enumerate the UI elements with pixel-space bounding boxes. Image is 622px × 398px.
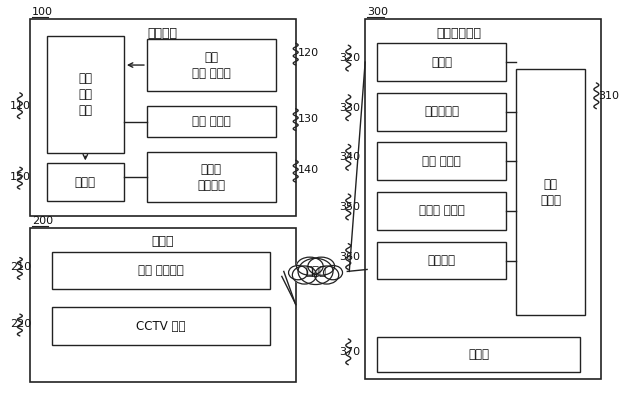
Text: 중앙
제어부: 중앙 제어부: [540, 178, 561, 207]
Text: 350: 350: [340, 202, 360, 212]
Ellipse shape: [315, 266, 339, 284]
Text: 210: 210: [10, 262, 31, 273]
Text: 110: 110: [10, 101, 31, 111]
Ellipse shape: [323, 265, 343, 280]
Text: 경계
교대 스위치: 경계 교대 스위치: [192, 51, 231, 80]
Text: 130: 130: [298, 113, 318, 124]
Bar: [147, 39, 276, 91]
Text: 출입문
개폘센서: 출입문 개폘센서: [197, 163, 225, 192]
Bar: [377, 242, 506, 279]
Text: 370: 370: [340, 347, 361, 357]
Bar: [147, 152, 276, 202]
Text: 전원부: 전원부: [468, 348, 490, 361]
Bar: [47, 36, 124, 153]
Bar: [377, 337, 580, 372]
Text: 모니터링부: 모니터링부: [424, 105, 459, 118]
Text: 320: 320: [340, 53, 361, 63]
Text: 120: 120: [298, 48, 319, 58]
Bar: [52, 307, 270, 345]
Bar: [47, 163, 124, 201]
Text: 100: 100: [32, 8, 53, 18]
Ellipse shape: [297, 257, 323, 275]
Text: 저장장치: 저장장치: [427, 254, 455, 267]
Text: 중앙관제서버: 중앙관제서버: [436, 27, 481, 40]
Bar: [377, 142, 506, 180]
Text: 150: 150: [10, 172, 31, 182]
Ellipse shape: [298, 258, 333, 285]
Text: 경계초소: 경계초소: [148, 27, 178, 40]
Bar: [147, 106, 276, 137]
Text: CCTV 장치: CCTV 장치: [136, 320, 185, 332]
Bar: [377, 43, 506, 81]
Text: 360: 360: [340, 252, 360, 261]
Text: 330: 330: [340, 103, 360, 113]
Text: 200: 200: [32, 216, 53, 226]
Ellipse shape: [308, 257, 335, 275]
Text: 통신부: 통신부: [431, 56, 452, 68]
Text: 310: 310: [598, 91, 620, 101]
Text: 비상 스위치: 비상 스위치: [192, 115, 231, 128]
Text: 140: 140: [298, 165, 319, 175]
Text: 340: 340: [340, 152, 361, 162]
Text: 경계망: 경계망: [152, 235, 174, 248]
Text: 통신망: 통신망: [305, 265, 326, 278]
Bar: [377, 192, 506, 230]
Ellipse shape: [289, 265, 308, 280]
Text: 표시부: 표시부: [75, 176, 96, 189]
Text: 220: 220: [10, 319, 31, 329]
Text: 근무자 통보부: 근무자 통보부: [419, 205, 465, 217]
Text: 감시
제어
장치: 감시 제어 장치: [78, 72, 92, 117]
Bar: [516, 69, 585, 315]
Bar: [30, 228, 295, 382]
Text: 300: 300: [367, 8, 388, 18]
Ellipse shape: [292, 266, 317, 284]
Text: 침입 검출센서: 침입 검출센서: [138, 264, 183, 277]
Bar: [365, 20, 601, 378]
Bar: [377, 93, 506, 131]
Bar: [30, 20, 295, 216]
Bar: [52, 252, 270, 289]
Text: 침입 경고부: 침입 경고부: [422, 155, 461, 168]
